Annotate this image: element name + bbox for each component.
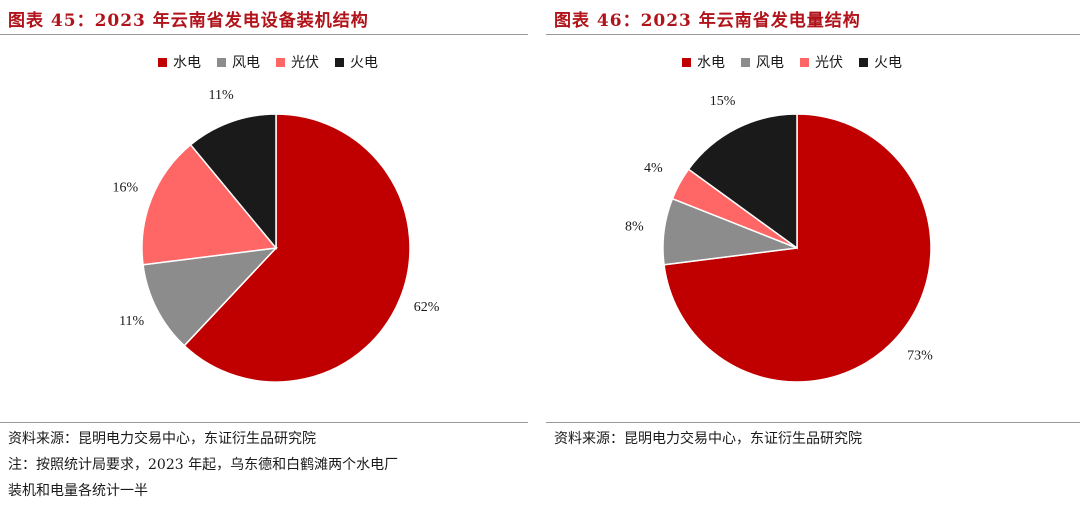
left-footnote-line1: 注：按照统计局要求，2023 年起，乌东德和白鹤滩两个水电厂 — [8, 457, 399, 473]
right-legend-swatch-wind — [741, 57, 750, 67]
left-pie-label-thermal: 11% — [209, 88, 234, 103]
right-pie-slice-thermal — [687, 113, 798, 250]
left-chart-title: 图表 45：2023 年云南省发电设备装机结构 — [8, 11, 369, 31]
right-legend-label-hydro: 水电 — [697, 55, 725, 71]
left-footnote-line2: 装机和电量各统计一半 — [8, 483, 148, 499]
right-legend-item-solar: 光伏 — [800, 52, 843, 72]
right-legend-item-hydro: 水电 — [682, 52, 725, 72]
right-source-note: 资料来源：昆明电力交易中心，东证衍生品研究院 — [554, 431, 862, 447]
right-pie-chart: 73% 8% 4% 15% — [625, 94, 933, 383]
right-pie-label-thermal: 15% — [710, 94, 736, 109]
left-legend-item-wind: 风电 — [217, 52, 260, 72]
right-top-rule — [546, 34, 1080, 35]
left-pie-label-hydro: 62% — [414, 300, 440, 315]
right-pie-label-wind: 8% — [625, 220, 644, 235]
left-pie-slice-solar — [141, 143, 278, 266]
left-pie-slice-hydro — [183, 113, 411, 383]
left-pie-slice-wind — [142, 246, 278, 347]
right-chart-title: 图表 46：2023 年云南省发电量结构 — [554, 11, 861, 31]
right-panel: 图表 46：2023 年云南省发电量结构 水电 风电 光伏 火电 73% 8% 4%… — [546, 0, 1080, 507]
right-legend-label-wind: 风电 — [756, 55, 784, 71]
left-panel: 图表 45：2023 年云南省发电设备装机结构 水电 风电 光伏 火电 62% 1… — [0, 0, 528, 507]
left-pie-chart: 62% 11% 16% 11% — [113, 88, 440, 383]
right-legend-item-thermal: 火电 — [859, 52, 902, 72]
right-legend-swatch-solar — [800, 57, 809, 67]
left-legend-swatch-solar — [276, 57, 285, 67]
left-legend-swatch-hydro — [158, 57, 167, 67]
right-legend-label-thermal: 火电 — [874, 55, 902, 71]
right-legend-swatch-thermal — [859, 57, 868, 67]
right-legend-swatch-hydro — [682, 57, 691, 67]
left-legend-item-thermal: 火电 — [335, 52, 378, 72]
right-legend: 水电 风电 光伏 火电 — [682, 52, 902, 72]
left-pie-slice-thermal — [189, 113, 277, 251]
right-legend-label-solar: 光伏 — [815, 55, 843, 71]
left-legend-label-solar: 光伏 — [291, 55, 319, 71]
left-legend-label-wind: 风电 — [232, 55, 260, 71]
left-source-note: 资料来源：昆明电力交易中心，东证衍生品研究院 — [8, 431, 316, 447]
right-legend-item-wind: 风电 — [741, 52, 784, 72]
right-bottom-rule — [546, 422, 1080, 423]
left-legend-swatch-wind — [217, 57, 226, 67]
left-top-rule — [0, 34, 528, 35]
left-legend-item-hydro: 水电 — [158, 52, 201, 72]
left-pie-label-solar: 16% — [113, 181, 139, 196]
left-legend: 水电 风电 光伏 火电 — [158, 52, 378, 72]
left-legend-swatch-thermal — [335, 57, 344, 67]
left-legend-item-solar: 光伏 — [276, 52, 319, 72]
right-pie-label-hydro: 73% — [907, 349, 933, 364]
left-legend-label-hydro: 水电 — [173, 55, 201, 71]
left-bottom-rule — [0, 422, 528, 423]
left-legend-label-thermal: 火电 — [350, 55, 378, 71]
right-pie-label-solar: 4% — [644, 161, 663, 176]
left-pie-label-wind: 11% — [119, 314, 144, 329]
